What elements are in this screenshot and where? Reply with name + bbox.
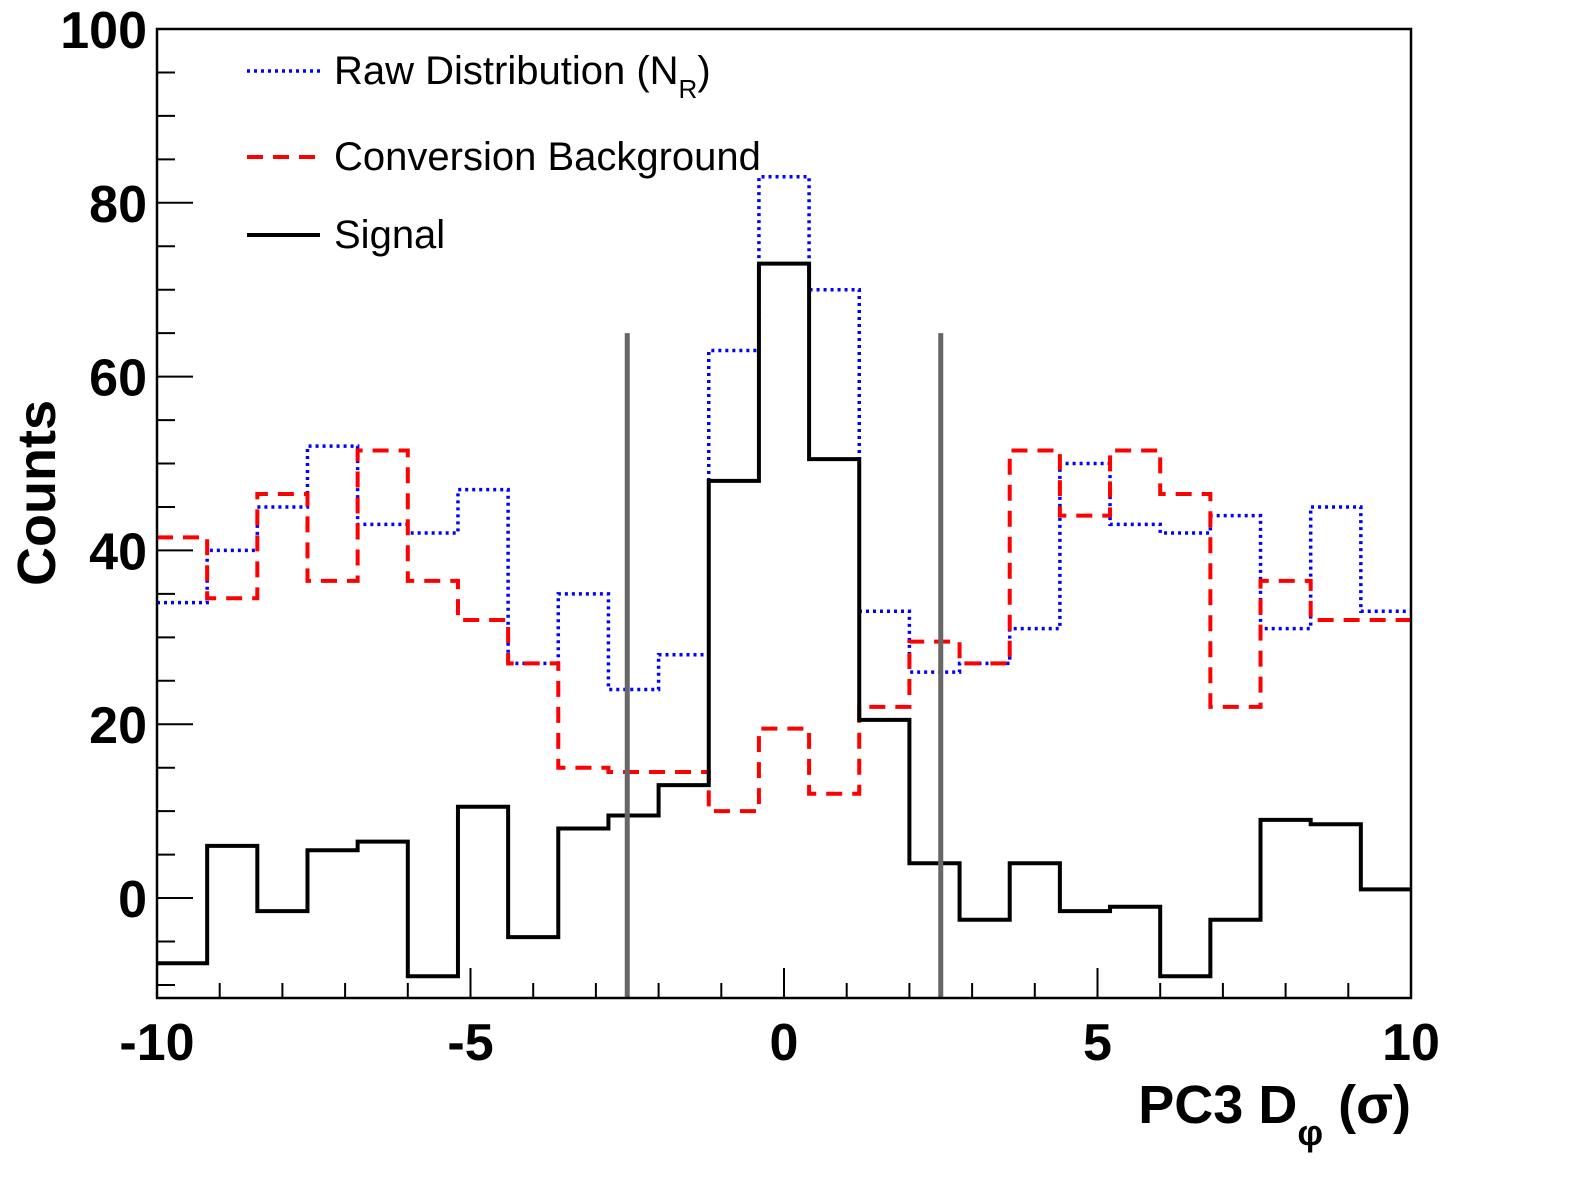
- legend: Raw Distribution (NR) Conversion Backgrou…: [247, 49, 761, 257]
- y-tick-label: 80: [89, 176, 147, 234]
- y-tick-label: 20: [89, 697, 147, 755]
- x-axis-title-sub: φ: [1297, 1112, 1323, 1153]
- legend-label: Conversion Background: [334, 135, 761, 179]
- legend-label: Raw Distribution (NR): [334, 49, 711, 104]
- series-layer: [157, 174, 1411, 979]
- y-tick-label: 0: [118, 871, 147, 929]
- x-axis-title-suffix: (σ): [1323, 1075, 1411, 1135]
- y-tick-label: 100: [60, 2, 147, 60]
- legend-label: Signal: [334, 213, 445, 257]
- legend-label-main: Conversion Background: [334, 135, 761, 179]
- legend-label-suffix: ): [697, 49, 710, 93]
- x-tick-label: 5: [1083, 1014, 1112, 1072]
- legend-label-sub: R: [679, 74, 698, 104]
- series-line: [157, 174, 1411, 692]
- series-line: [157, 448, 1411, 814]
- x-tick-label: 0: [770, 1014, 799, 1072]
- legend-entry: Signal: [247, 213, 445, 257]
- cut-lines: [624, 333, 944, 998]
- legend-entry: Conversion Background: [247, 135, 761, 179]
- plot-frame: [155, 27, 1413, 1000]
- legend-label-main: Raw Distribution (N: [334, 49, 679, 93]
- x-axis-title-main: PC3 D: [1138, 1075, 1297, 1135]
- x-tick-label: -10: [119, 1014, 194, 1072]
- x-tick-label: -5: [447, 1014, 493, 1072]
- series-line: [157, 261, 1411, 979]
- series-raw-distribution-n-r: [157, 174, 1411, 692]
- legend-entry: Raw Distribution (NR): [247, 49, 711, 104]
- series-signal: [157, 261, 1411, 979]
- y-tick-label: 40: [89, 523, 147, 581]
- legend-label-main: Signal: [334, 213, 445, 257]
- series-conversion-background: [157, 448, 1411, 814]
- y-axis-title: Counts: [7, 400, 67, 586]
- axes-ticks: [156, 28, 1412, 998]
- x-tick-label: 10: [1382, 1014, 1440, 1072]
- y-tick-label: 60: [89, 350, 147, 408]
- x-axis-title: PC3 Dφ (σ): [1138, 1075, 1411, 1153]
